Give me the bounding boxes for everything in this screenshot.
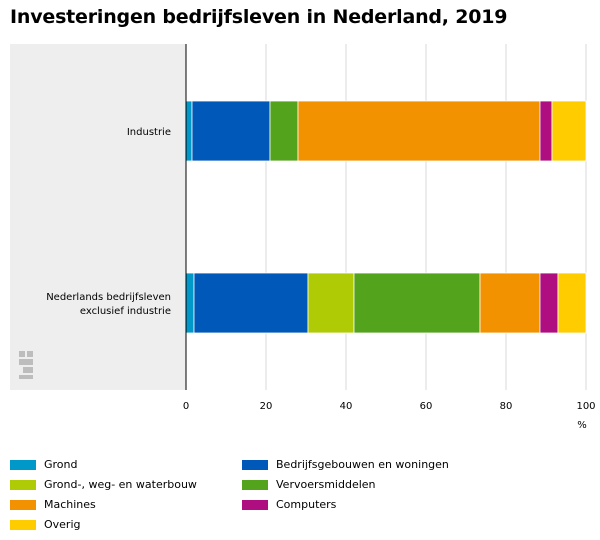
bar-segment [185,272,195,334]
legend-item: Bedrijfsgebouwen en woningen [242,458,449,471]
bar-segment [539,100,553,162]
bar-segment [191,100,271,162]
legend-swatch [10,479,36,490]
cbs-logo-icon [19,351,33,379]
bar-segment [193,272,309,334]
legend-label: Grond-, weg- en waterbouw [44,478,197,491]
legend-label: Computers [276,498,337,511]
legend-swatch [242,479,268,490]
chart-title: Investeringen bedrijfsleven in Nederland… [10,6,508,28]
category-label: Nederlands bedrijfsleven exclusief indust… [46,292,171,317]
legend-swatch [242,499,268,510]
x-tick-label: 40 [340,401,353,412]
legend-item: Machines [10,498,96,511]
legend-label: Grond [44,458,78,471]
gridlines [265,44,587,390]
legend-item: Computers [242,498,336,511]
legend-swatch [10,519,36,530]
bar-segment [551,100,587,162]
bar-segment [479,272,541,334]
x-tick-label: 80 [500,401,513,412]
bar-chart: Industrie Nederlands bedrijfsleven exclusi… [10,44,596,431]
category-labels: Industrie Nederlands bedrijfsleven exclusi… [46,127,171,317]
legend-swatch [10,459,36,470]
legend-swatch [10,499,36,510]
bar-segment [269,100,299,162]
legend-item: Overig [10,518,81,531]
legend-item: Grond [10,458,78,471]
legend-label: Overig [44,518,81,531]
legend-item: Vervoersmiddelen [242,478,376,491]
bar-segment [307,272,355,334]
bars [185,100,587,334]
category-panel [10,44,186,390]
x-axis-unit: % [577,420,587,431]
x-tick-labels: 0 20 40 60 80 100 [183,401,596,412]
category-label: Industrie [127,127,171,138]
bar-segment [557,272,587,334]
bar-segment [353,272,481,334]
bar-segment [297,100,541,162]
x-tick-label: 60 [420,401,433,412]
x-tick-label: 100 [576,401,595,412]
bar-segment [539,272,559,334]
legend-label: Machines [44,498,96,511]
legend-label: Bedrijfsgebouwen en woningen [276,458,449,471]
legend-swatch [242,459,268,470]
legend-item: Grond-, weg- en waterbouw [10,478,197,491]
bar-segment [185,100,193,162]
legend-label: Vervoersmiddelen [276,478,376,491]
x-tick-label: 0 [183,401,189,412]
x-tick-label: 20 [260,401,273,412]
